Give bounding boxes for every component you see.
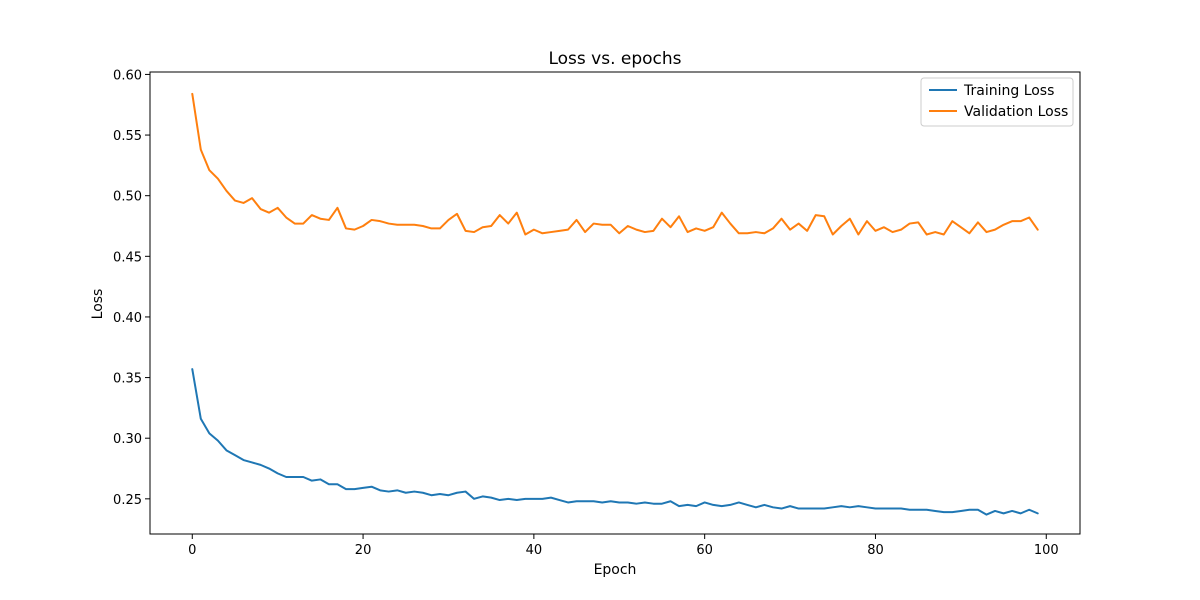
legend-label-0: Training Loss (963, 83, 1054, 99)
y-tick-label-7: 0.60 (113, 68, 142, 83)
legend-box (920, 77, 1074, 127)
x-axis: 0 20 40 60 80 100 (188, 534, 1059, 558)
series-line-0 (191, 368, 1039, 516)
series-layer (191, 92, 1039, 516)
x-tick-label-2: 40 (526, 543, 543, 558)
y-axis: 0.25 0.30 0.35 0.40 0.45 0.50 0.55 0.60 (113, 68, 150, 508)
y-tick-label-4: 0.45 (113, 250, 142, 265)
y-tick-label-6: 0.55 (113, 129, 142, 144)
y-tick-label-1: 0.30 (113, 432, 142, 447)
y-axis-title: Loss (90, 289, 106, 320)
legend-label-1: Validation Loss (964, 104, 1068, 120)
chart-title: Loss vs. epochs (548, 49, 681, 69)
x-tick-label-3: 60 (696, 543, 713, 558)
plot-frame (149, 71, 1081, 535)
x-tick-label-0: 0 (188, 543, 196, 558)
x-tick-label-1: 20 (355, 543, 372, 558)
y-tick-label-5: 0.50 (113, 190, 142, 205)
legend: Training Loss Validation Loss (920, 77, 1074, 127)
series-line-1 (191, 92, 1039, 236)
x-axis-title: Epoch (594, 562, 637, 578)
x-tick-label-4: 80 (867, 543, 884, 558)
y-tick-label-2: 0.35 (113, 372, 142, 387)
x-tick-label-5: 100 (1034, 543, 1059, 558)
y-tick-label-3: 0.40 (113, 311, 142, 326)
y-tick-label-0: 0.25 (113, 493, 142, 508)
